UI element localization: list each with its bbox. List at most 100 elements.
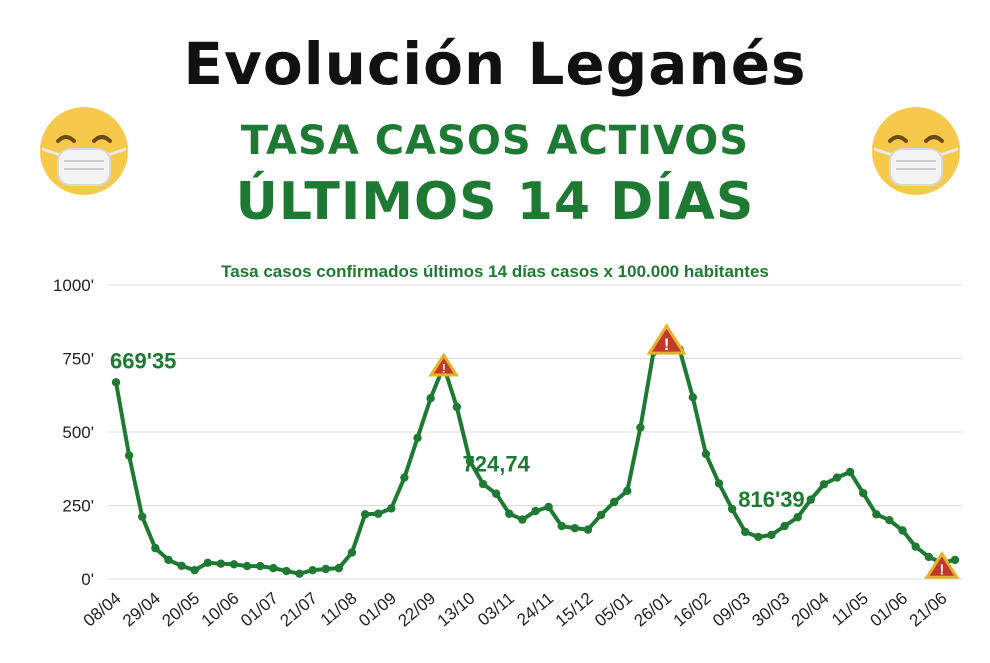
x-tick-label: 11/05 (828, 589, 872, 630)
x-tick-label: 03/11 (474, 589, 518, 630)
annotation-label: 724,74 (463, 452, 531, 477)
data-point (373, 509, 383, 518)
data-point (609, 497, 619, 507)
data-point (636, 423, 645, 432)
x-tick-label: 13/10 (434, 589, 479, 631)
data-point (151, 543, 160, 553)
x-tick-label: 20/04 (788, 589, 833, 631)
data-point (321, 564, 330, 574)
data-point (950, 555, 960, 565)
data-point (256, 561, 265, 571)
data-point (806, 495, 815, 504)
data-point (465, 457, 475, 466)
data-point (859, 488, 868, 498)
y-tick-label: 1000' (53, 276, 94, 295)
data-point (452, 402, 462, 412)
data-point (793, 513, 802, 522)
data-point (426, 393, 435, 403)
data-point (111, 378, 121, 387)
data-point (544, 502, 553, 512)
data-point (557, 521, 566, 531)
annotation-label: 364'69 (954, 0, 990, 5)
grid-lines (108, 284, 962, 580)
data-point (242, 561, 252, 571)
x-tick-label: 01/09 (355, 589, 400, 631)
y-tick-label: 0' (81, 570, 94, 589)
data-points (111, 334, 960, 578)
x-tick-label: 15/12 (552, 589, 597, 631)
y-tick-label: 250' (62, 497, 94, 516)
x-tick-label: 05/01 (591, 589, 636, 631)
svg-text:!: ! (442, 362, 446, 376)
warning-triangle-icon: ! (428, 352, 460, 377)
x-axis-ticks: 08/0429/0420/0510/0601/0721/0711/0801/09… (80, 589, 951, 631)
x-tick-label: 24/11 (513, 589, 557, 630)
subtitle-period: ÚLTIMOS 14 DÍAS (235, 172, 755, 232)
data-point (269, 563, 278, 573)
data-point (819, 480, 829, 489)
data-point (924, 552, 933, 562)
data-point (885, 516, 894, 525)
x-tick-label: 01/07 (237, 589, 282, 631)
data-point (216, 559, 226, 568)
data-point (360, 510, 370, 519)
subtitle-rate: TASA CASOS ACTIVOS (240, 118, 750, 164)
face-with-medical-mask-icon (40, 107, 128, 195)
annotation-label: 669'35 (110, 348, 176, 373)
data-point (701, 449, 711, 459)
data-point (531, 506, 540, 516)
main-title: Evolución Leganés (183, 30, 807, 98)
data-point (505, 509, 514, 518)
data-point (387, 504, 396, 513)
x-tick-label: 01/06 (866, 589, 911, 631)
data-point (780, 521, 789, 531)
data-point (688, 393, 698, 402)
svg-text:!: ! (940, 563, 945, 579)
data-point (413, 433, 422, 443)
data-point (177, 561, 186, 570)
x-tick-label: 10/06 (198, 589, 243, 631)
data-point (282, 566, 291, 576)
x-tick-label: 16/02 (670, 589, 715, 631)
data-point (164, 555, 173, 565)
face-with-medical-mask-icon (872, 107, 960, 195)
data-point (832, 473, 842, 482)
data-point (124, 451, 134, 460)
data-point (741, 527, 750, 537)
x-tick-label: 30/03 (748, 589, 793, 631)
data-point (229, 560, 239, 569)
data-point (400, 473, 409, 482)
data-point (596, 510, 606, 520)
data-point (491, 489, 501, 498)
y-tick-label: 500' (62, 423, 94, 442)
warning-triangle-icon: ! (924, 551, 960, 579)
data-point (583, 525, 593, 534)
x-tick-label: 26/01 (630, 589, 675, 631)
data-point (203, 558, 212, 568)
data-point (518, 515, 527, 524)
data-point (911, 542, 920, 551)
x-tick-label: 09/03 (709, 589, 754, 631)
series-line (114, 337, 956, 576)
data-point (138, 512, 147, 521)
warning-markers: !!! (428, 323, 960, 579)
x-tick-label: 22/09 (394, 589, 439, 631)
x-tick-label: 11/08 (317, 589, 361, 630)
data-point (898, 526, 907, 535)
data-point (347, 548, 357, 557)
warning-triangle-icon: ! (646, 323, 687, 355)
svg-text:!: ! (664, 336, 670, 354)
chart-title: Tasa casos confirmados últimos 14 días c… (221, 262, 769, 281)
data-point (308, 565, 317, 575)
data-point (714, 479, 724, 488)
data-point (295, 569, 304, 578)
data-point (845, 467, 855, 477)
data-point (767, 530, 776, 540)
y-tick-label: 750' (62, 350, 94, 369)
data-point (478, 479, 488, 489)
annotation-label: 816'39 (738, 487, 804, 512)
x-tick-label: 20/05 (158, 589, 203, 631)
x-tick-label: 29/04 (119, 589, 164, 631)
